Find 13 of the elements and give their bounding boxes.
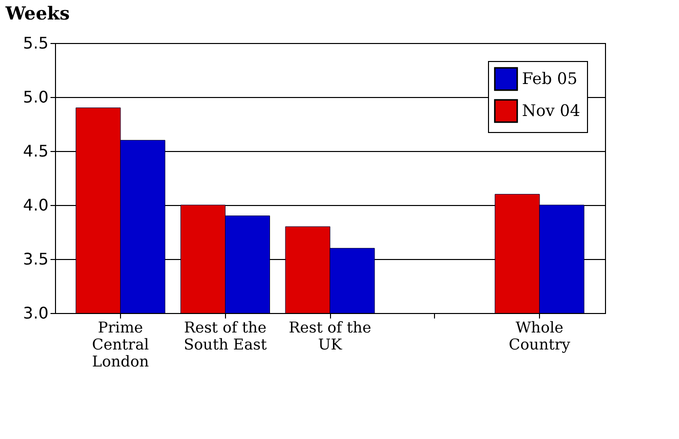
y-tick-label: 3.5 — [23, 250, 48, 268]
y-tick-label: 5.0 — [23, 88, 48, 106]
y-axis-title: Weeks — [4, 4, 70, 24]
legend-label: Nov 04 — [522, 101, 580, 120]
y-tick-label: 4.5 — [23, 142, 48, 160]
y-tick-label: 5.5 — [23, 34, 48, 52]
y-tick-label: 3.0 — [23, 304, 48, 322]
x-tick-label: Rest of the South East — [184, 318, 267, 354]
x-tick-label: Prime Central London — [92, 318, 150, 370]
x-tick-label: Rest of the UK — [288, 318, 372, 354]
x-tick-label: Whole Country — [508, 318, 571, 354]
y-tick-label: 4.0 — [23, 196, 48, 214]
legend-label: Feb 05 — [522, 69, 578, 88]
